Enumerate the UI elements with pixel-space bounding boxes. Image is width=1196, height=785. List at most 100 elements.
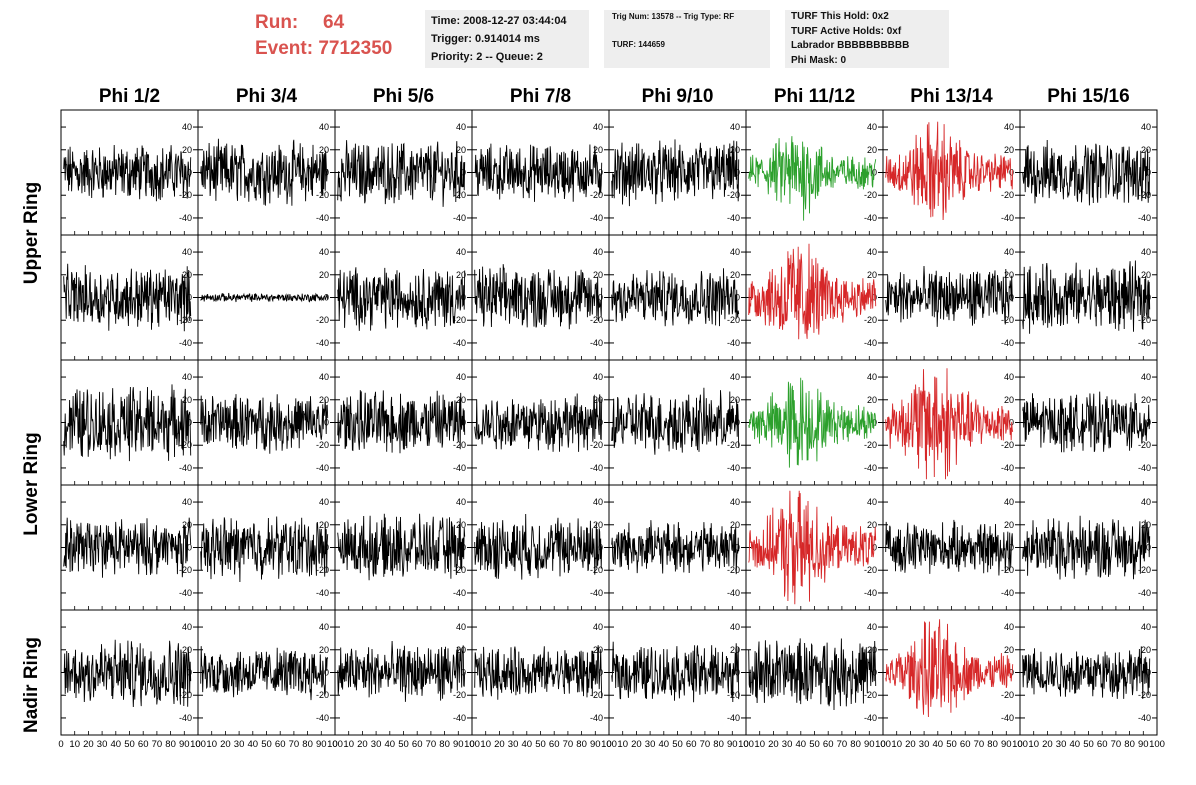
x-tick-label: 50 [124, 739, 135, 750]
x-tick-label: 10 [891, 739, 902, 750]
y-tick-label: -40 [1001, 588, 1014, 598]
y-tick-label: 20 [1004, 145, 1014, 155]
x-tick-label: 40 [248, 739, 259, 750]
y-tick-label: -40 [316, 463, 329, 473]
x-tick-label: 50 [398, 739, 409, 750]
y-tick-label: 40 [1141, 247, 1151, 257]
y-tick-label: 20 [1004, 520, 1014, 530]
x-tick-label: 60 [412, 739, 423, 750]
y-tick-label: 0 [324, 668, 329, 678]
y-tick-label: -40 [1138, 338, 1151, 348]
y-tick-label: -20 [453, 690, 466, 700]
y-tick-label: -20 [179, 190, 192, 200]
y-tick-label: -40 [179, 463, 192, 473]
y-tick-label: -40 [590, 588, 603, 598]
waveform-trace [337, 640, 466, 702]
waveform-trace [337, 140, 466, 207]
x-tick-label: 40 [522, 739, 533, 750]
waveform-trace [1022, 260, 1151, 334]
y-tick-label: -40 [590, 338, 603, 348]
y-tick-label: 40 [182, 497, 192, 507]
y-tick-label: 0 [872, 543, 877, 553]
panel-frame [608, 359, 747, 486]
x-tick-label: 0 [1017, 739, 1022, 750]
y-tick-label: 20 [456, 520, 466, 530]
column-header-phi-7-8: Phi 7/8 [509, 86, 572, 107]
y-tick-label: -40 [1138, 588, 1151, 598]
y-tick-label: -40 [453, 588, 466, 598]
x-tick-label: 40 [933, 739, 944, 750]
run-value: 64 [323, 12, 345, 33]
turf-this-hold-text: TURF This Hold: 0x2 [791, 11, 889, 22]
y-tick-label: -20 [864, 690, 877, 700]
y-tick-label: 20 [730, 520, 740, 530]
y-tick-label: -40 [864, 338, 877, 348]
x-tick-label: 80 [1124, 739, 1135, 750]
y-tick-label: -20 [1138, 315, 1151, 325]
y-tick-label: -40 [864, 463, 877, 473]
y-tick-label: 20 [593, 520, 603, 530]
x-tick-label: 80 [439, 739, 450, 750]
y-tick-label: -20 [1001, 315, 1014, 325]
x-tick-label: 10 [1028, 739, 1039, 750]
y-tick-label: -20 [590, 190, 603, 200]
y-tick-label: -40 [590, 713, 603, 723]
y-tick-label: 0 [872, 418, 877, 428]
column-header-phi-11-12: Phi 11/12 [773, 86, 856, 107]
y-tick-label: -20 [590, 690, 603, 700]
waveform-trace [200, 138, 329, 206]
waveform-trace [63, 384, 192, 462]
time-trigger-box: Time: 2008-12-27 03:44:04 Trigger: 0.914… [425, 10, 589, 68]
y-tick-label: 40 [182, 372, 192, 382]
x-tick-label: 90 [727, 739, 738, 750]
y-tick-label: 20 [1141, 645, 1151, 655]
y-tick-label: 20 [593, 395, 603, 405]
x-tick-label: 60 [275, 739, 286, 750]
y-tick-label: 40 [593, 122, 603, 132]
event-label: Event: [255, 38, 314, 59]
y-tick-label: -40 [453, 338, 466, 348]
y-tick-label: 20 [1141, 520, 1151, 530]
y-tick-label: 20 [1141, 270, 1151, 280]
y-tick-label: 40 [867, 622, 877, 632]
x-tick-label: 20 [905, 739, 916, 750]
waveform-trace [474, 393, 603, 452]
y-tick-label: -20 [316, 440, 329, 450]
phi-mask-text: Phi Mask: 0 [791, 54, 847, 66]
waveform-trace [474, 143, 603, 202]
y-tick-label: 40 [1004, 497, 1014, 507]
y-tick-label: 40 [1141, 372, 1151, 382]
y-tick-label: 40 [1141, 497, 1151, 507]
x-tick-label: 50 [809, 739, 820, 750]
y-tick-label: -20 [727, 565, 740, 575]
x-tick-label: 0 [880, 739, 885, 750]
y-tick-label: 20 [867, 145, 877, 155]
y-tick-label: -20 [1138, 690, 1151, 700]
y-tick-label: -20 [453, 440, 466, 450]
y-tick-label: -40 [316, 338, 329, 348]
waveform-trace [63, 263, 192, 332]
y-tick-label: 20 [456, 270, 466, 280]
x-tick-label: 20 [768, 739, 779, 750]
waveform-trace [337, 267, 466, 331]
y-tick-label: 20 [182, 395, 192, 405]
y-tick-label: 20 [593, 270, 603, 280]
x-tick-label: 0 [469, 739, 474, 750]
y-tick-label: 20 [867, 520, 877, 530]
x-tick-label: 90 [179, 739, 190, 750]
waveform-trace [885, 265, 1014, 327]
column-header-phi-5-6: Phi 5/6 [372, 86, 435, 107]
y-tick-label: -40 [179, 713, 192, 723]
y-tick-label: -20 [453, 315, 466, 325]
y-tick-label: 0 [1009, 668, 1014, 678]
waveform-trace [748, 377, 877, 468]
y-tick-label: -40 [453, 213, 466, 223]
y-tick-label: 20 [593, 145, 603, 155]
x-tick-label: 100 [875, 739, 891, 750]
x-tick-label: 70 [700, 739, 711, 750]
y-tick-label: 40 [1141, 622, 1151, 632]
y-tick-label: 20 [1004, 395, 1014, 405]
y-tick-label: 40 [456, 122, 466, 132]
waveform-trace [1022, 139, 1151, 206]
y-tick-label: -40 [727, 338, 740, 348]
